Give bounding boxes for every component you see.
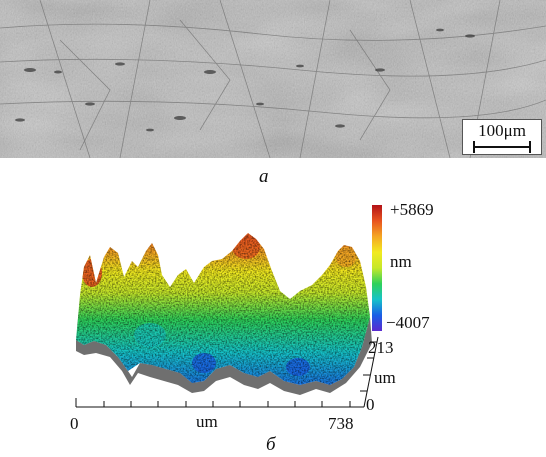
scale-bar-box: 100μm	[462, 119, 542, 155]
x-axis-min-label: 0	[70, 414, 79, 431]
micrograph-texture	[0, 0, 546, 158]
panel-b-label: б	[266, 434, 276, 455]
scale-bar-label: 100μm	[478, 121, 526, 140]
surface-profile-plot: +5869 nm −4007 213 um 0 0 um 738	[70, 200, 434, 431]
y-axis-unit-label: um	[374, 368, 396, 387]
colorbar-min-label: −4007	[386, 313, 430, 332]
y-axis-ticks	[360, 341, 377, 392]
x-axis-unit-label: um	[196, 412, 218, 431]
micrograph-image: 100μm	[0, 0, 546, 158]
surface-shadow	[76, 317, 372, 395]
x-axis-max-label: 738	[328, 414, 354, 431]
panel-a-label: a	[259, 166, 269, 187]
y-axis-max-label: 213	[368, 338, 394, 357]
colorbar-unit-label: nm	[390, 252, 412, 271]
y-axis-min-label: 0	[366, 395, 375, 414]
scale-bar-line	[473, 141, 531, 153]
x-axis-ticks	[75, 398, 351, 407]
y-axis-line	[363, 336, 379, 408]
colorbar-max-label: +5869	[390, 200, 434, 219]
colorbar	[372, 205, 382, 331]
